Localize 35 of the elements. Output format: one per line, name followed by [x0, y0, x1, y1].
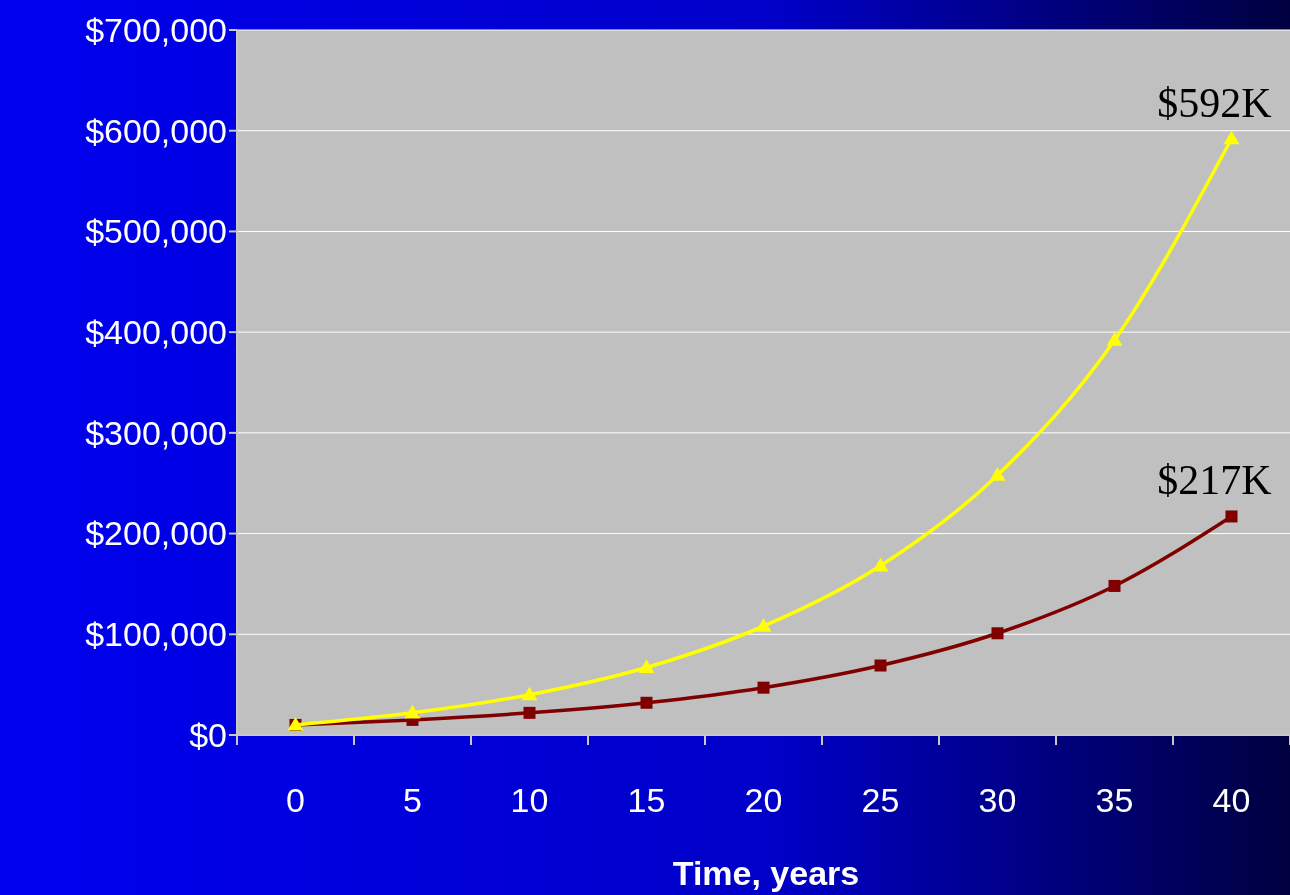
- y-tick-label: $200,000: [85, 514, 227, 553]
- y-tick-label: $100,000: [85, 615, 227, 654]
- point: [755, 618, 772, 632]
- point: [757, 681, 770, 694]
- y-tick-label: $500,000: [85, 212, 227, 251]
- point: [1223, 130, 1240, 145]
- point: [523, 706, 536, 719]
- point: [989, 467, 1006, 481]
- point: [1108, 579, 1121, 592]
- point: [991, 627, 1004, 640]
- point: [638, 659, 655, 674]
- point: [521, 686, 538, 701]
- x-tick-label: 20: [744, 780, 783, 819]
- y-tick-label: $300,000: [85, 413, 227, 452]
- annotation: $217K: [1157, 457, 1272, 504]
- x-tick-label: 0: [286, 780, 305, 819]
- x-tick-label: 15: [627, 780, 666, 819]
- x-tick-label: 40: [1212, 780, 1251, 819]
- point: [1225, 510, 1238, 523]
- x-axis-title: Time, years: [672, 853, 860, 892]
- x-tick-label: 35: [1095, 780, 1134, 819]
- y-tick-label: $700,000: [85, 10, 227, 49]
- y-tick-label: $0: [189, 715, 227, 754]
- point: [1106, 332, 1123, 346]
- x-tick-label: 5: [403, 780, 422, 819]
- x-tick-label: 30: [978, 780, 1017, 819]
- point: [404, 704, 421, 719]
- point: [874, 659, 887, 672]
- y-tick-label: $600,000: [85, 111, 227, 150]
- annotation: $592K: [1157, 79, 1272, 126]
- x-tick-label: 10: [510, 780, 549, 819]
- point: [872, 557, 889, 572]
- y-tick-label: $400,000: [85, 313, 227, 352]
- x-tick-label: 25: [861, 780, 900, 819]
- point: [640, 696, 653, 709]
